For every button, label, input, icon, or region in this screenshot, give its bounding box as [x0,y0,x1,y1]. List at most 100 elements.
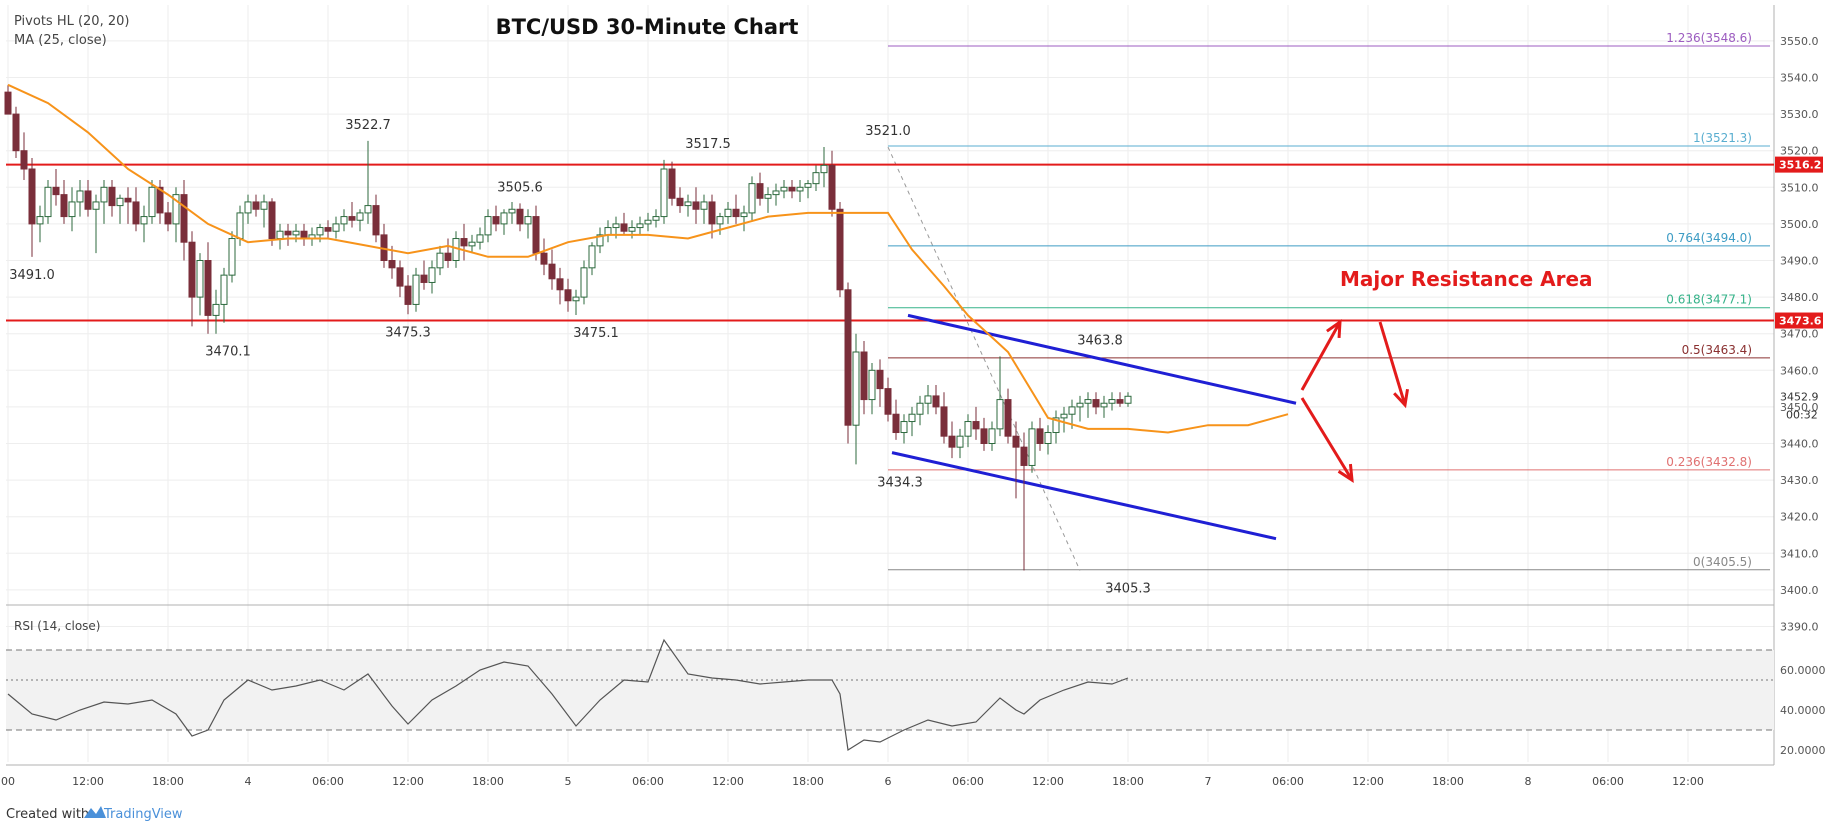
candle-down [12,113,20,152]
candle-down [396,267,404,287]
candle-up [36,216,44,225]
candle-up [1084,399,1092,404]
candle-up [660,168,668,218]
candle-down [676,197,684,207]
price-badge-label: 3516.2 [1779,159,1821,172]
candle-down [204,260,212,316]
candle-down [372,205,380,236]
candle-up [244,201,252,214]
candle-up [956,435,964,448]
candle-up [964,421,972,437]
fib-level-label: 1.236(3548.6) [1666,31,1752,45]
fib-level-label: 0.236(3432.8) [1666,455,1752,469]
candle-up [500,212,508,225]
candle-up [356,212,364,221]
candle-down [388,260,396,269]
rsi-band [6,650,1774,730]
candle-down [52,186,60,196]
candle-up [316,227,324,236]
time-tick-label: 06:00 [1592,775,1624,788]
pivot-label: 3405.3 [1105,582,1151,597]
time-tick-label: 12:00 [72,775,104,788]
pivot-label: 3491.0 [9,268,55,283]
candle-down [876,369,884,390]
last-price-label: 3452.9 [1780,390,1819,403]
pivot-label: 3470.1 [205,344,251,359]
candle-down [1020,446,1028,466]
major-resistance-label: Major Resistance Area [1340,267,1593,291]
candle-up [340,216,348,225]
candle-down [1036,428,1044,444]
candle-up [172,194,180,225]
candle-down [972,421,980,430]
candle-down [60,194,68,218]
time-tick-label: 06:00 [632,775,664,788]
candle-up [924,395,932,404]
candle-up [780,186,788,192]
pivot-label: 3475.1 [573,326,619,341]
red-arrow-head-icon [1393,388,1409,409]
price-tick-label: 3460.0 [1780,364,1819,377]
red-arrow-icon [1378,321,1407,406]
candle-down [4,91,12,115]
candle-up [1076,402,1084,408]
candle-up [276,230,284,240]
price-tick-label: 3410.0 [1780,547,1819,560]
candle-up [100,186,108,203]
price-tick-label: 3440.0 [1780,438,1819,451]
pivot-label: 3475.3 [385,325,431,340]
time-tick-label: 06:00 [1272,775,1304,788]
pivot-label: 3505.6 [497,180,543,195]
countdown-label: 00:32 [1786,408,1818,421]
candle-up [228,238,236,276]
candle-up [508,208,516,214]
ma-line [7,83,1289,434]
candle-up [820,164,828,174]
candle-up [1100,402,1108,408]
candle-up [332,223,340,232]
candle-up [1052,417,1060,434]
candle-up [716,216,724,225]
candle-up [604,227,612,236]
candle-down [180,194,188,243]
candle-down [540,252,548,265]
pivot-label: 3522.7 [345,118,391,133]
red-arrow-icon [1300,321,1342,391]
candle-up [740,212,748,218]
candle-up [1060,413,1068,419]
candle-up [212,303,220,316]
candle-up [572,296,580,302]
candle-down [460,238,468,247]
candle-up [1028,428,1036,466]
candle-down [284,230,292,236]
candle-up [116,197,124,207]
time-tick-label: 12:00 [1672,775,1704,788]
price-tick-label: 3420.0 [1780,511,1819,524]
time-tick-label: 18:00 [792,775,824,788]
candle-down [156,186,164,214]
time-tick-label: 7 [1205,775,1212,788]
candle-up [44,186,52,218]
candle-down [844,289,852,426]
fib-level-label: 0.5(3463.4) [1682,343,1752,357]
time-tick-label: 12:00 [1352,775,1384,788]
candle-down [564,289,572,302]
candle-up [900,421,908,434]
candle-up [724,208,732,218]
candle-down [20,150,28,170]
candle-down [884,388,892,415]
price-tick-label: 3430.0 [1780,474,1819,487]
candle-up [804,183,812,188]
candle-up [260,201,268,210]
rsi-tick-label: 40.0000 [1780,704,1826,717]
price-tick-label: 3510.0 [1780,181,1819,194]
candle-down [1012,435,1020,448]
candle-up [92,201,100,210]
pivot-label: 3434.3 [877,475,923,490]
candle-up [684,201,692,207]
candle-up [1068,406,1076,415]
candle-down [980,428,988,444]
candle-up [652,216,660,221]
time-tick-label: 18:00 [1432,775,1464,788]
